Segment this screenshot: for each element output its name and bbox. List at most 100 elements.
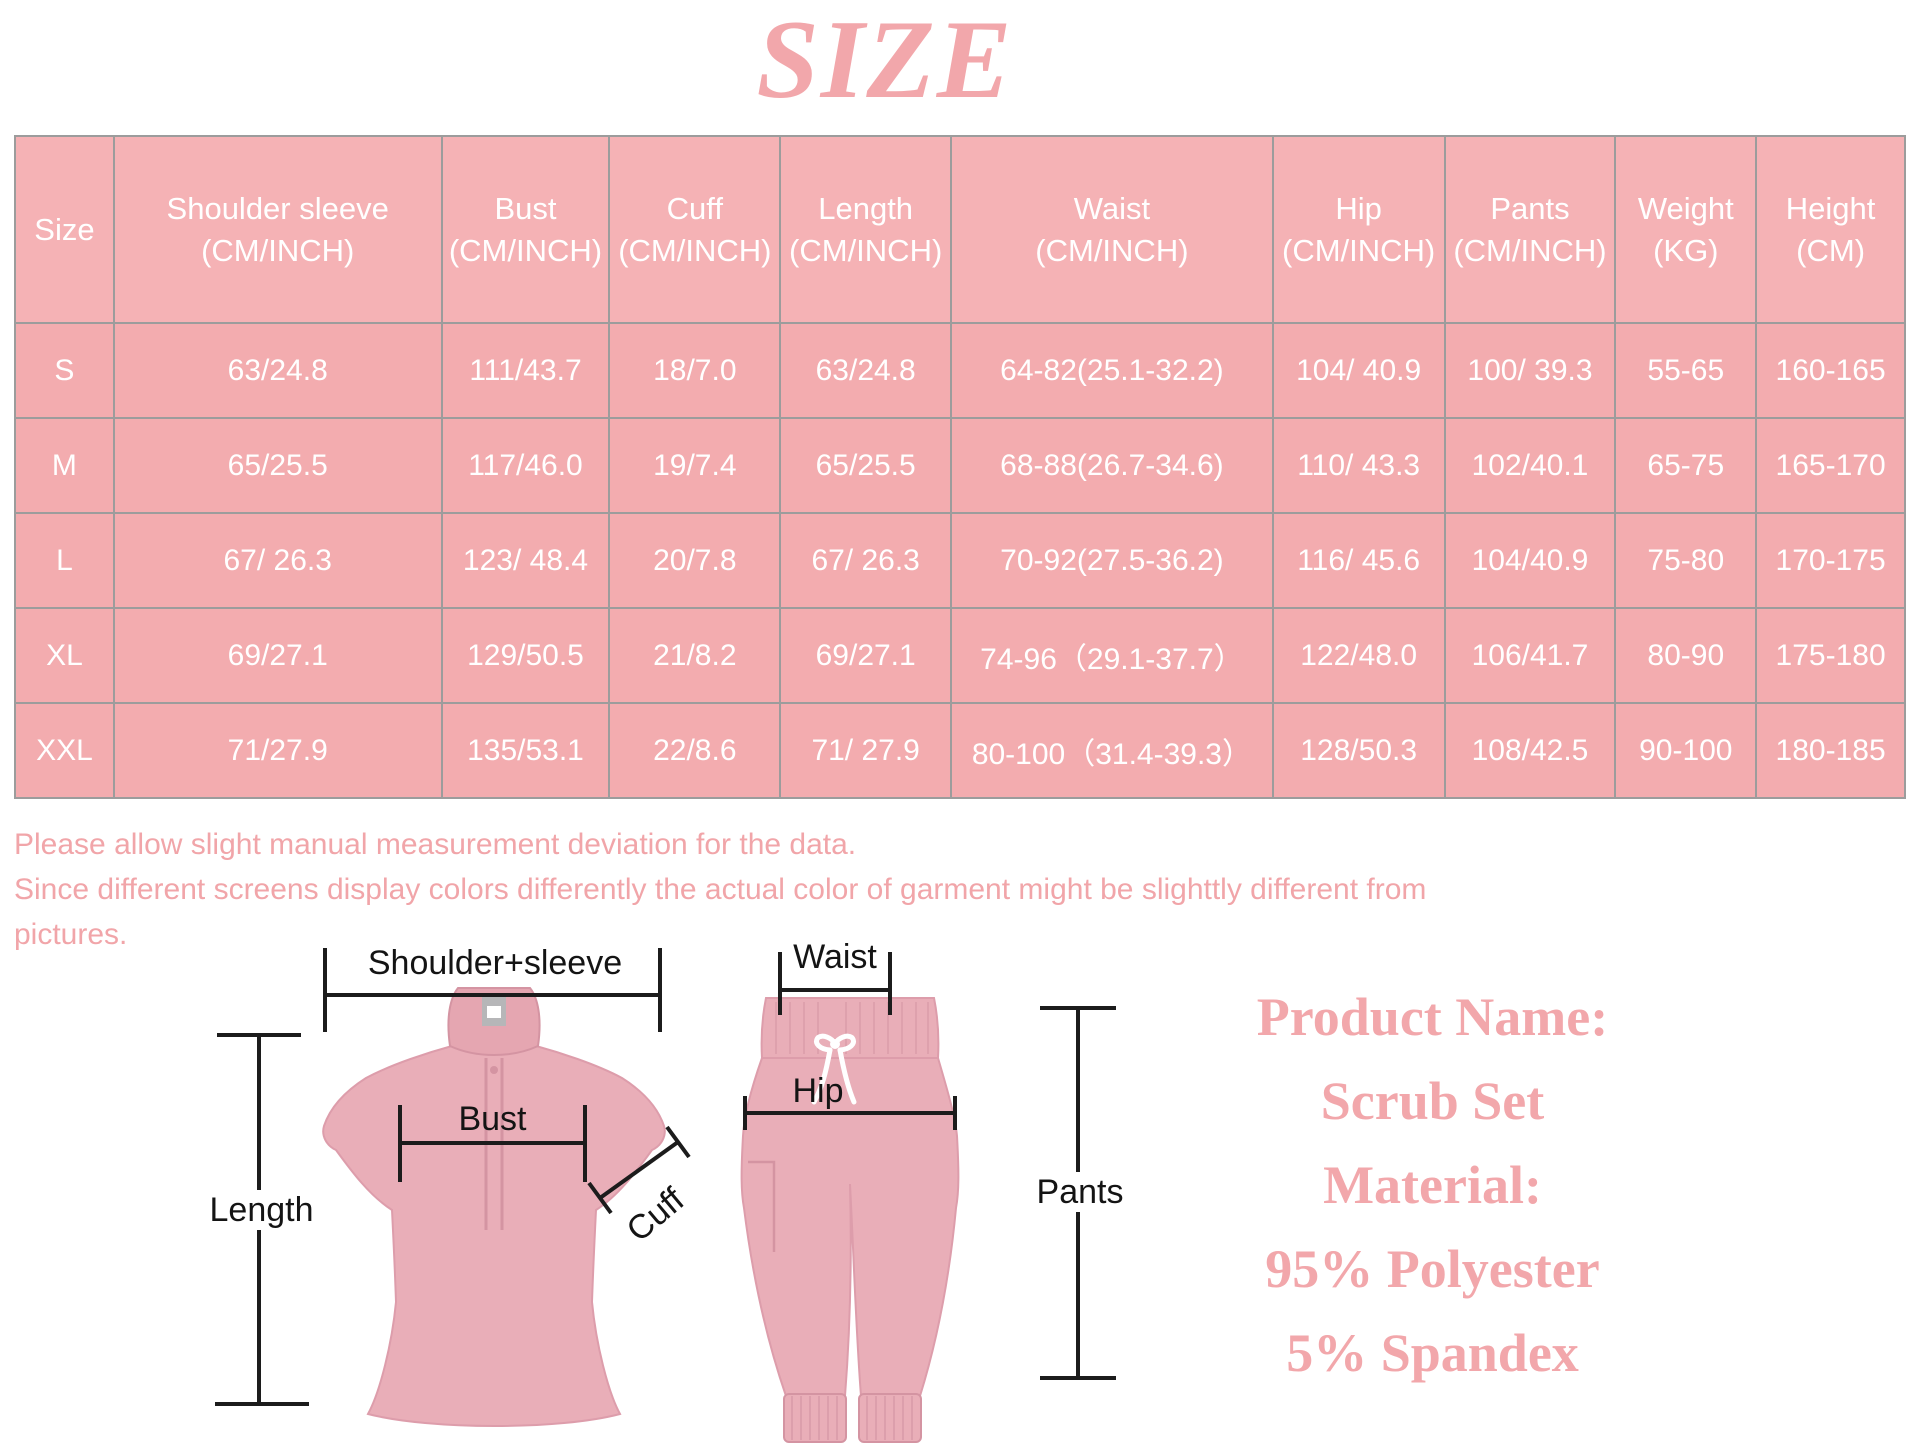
table-cell: 108/42.5	[1443, 702, 1617, 799]
table-cell: 104/40.9	[1443, 512, 1617, 609]
table-cell: 70-92(27.5-36.2)	[950, 512, 1274, 609]
column-sublabel: (CM/INCH)	[448, 232, 603, 268]
column-sublabel: (CM)	[1796, 232, 1866, 268]
table-cell: 22/8.6	[608, 702, 782, 799]
column-sublabel: (CM/INCH)	[789, 232, 943, 268]
scrub-pants-illustration	[740, 997, 960, 1443]
column-header-length: Length (CM/INCH)	[779, 135, 953, 324]
drawstring	[811, 1033, 857, 1105]
column-label: Waist	[1073, 190, 1151, 226]
disclaimer-notes: Please allow slight manual measurement d…	[14, 822, 1426, 957]
table-cell: 21/8.2	[608, 607, 782, 704]
product-info: Product Name: Scrub Set Material: 95% Po…	[1160, 975, 1705, 1395]
pants-label: Pants	[1028, 1172, 1132, 1212]
column-header-size: Size	[14, 135, 115, 324]
table-cell: 75-80	[1614, 512, 1758, 609]
measurement-lines	[215, 948, 1116, 1406]
table-cell: L	[14, 512, 115, 609]
table-cell: M	[14, 417, 115, 514]
table-cell: 63/24.8	[779, 322, 953, 419]
table-cell: 67/ 26.3	[112, 512, 443, 609]
column-label: Length	[818, 190, 914, 226]
table-cell: XXL	[14, 702, 115, 799]
table-cell: XL	[14, 607, 115, 704]
column-header-hip: Hip (CM/INCH)	[1271, 135, 1446, 324]
column-header-shoulder-sleeve: Shoulder sleeve (CM/INCH)	[112, 135, 443, 324]
table-cell: 122/48.0	[1271, 607, 1446, 704]
product-info-line: Material:	[1323, 1155, 1542, 1215]
table-cell: 68-88(26.7-34.6)	[950, 417, 1274, 514]
waist-label: Waist	[793, 938, 877, 976]
table-cell: 71/ 27.9	[779, 702, 953, 799]
column-sublabel: (CM/INCH)	[618, 232, 772, 268]
column-sublabel: (CM/INCH)	[1453, 232, 1607, 268]
table-cell: S	[14, 322, 115, 419]
column-label: Hip	[1335, 190, 1382, 226]
table-cell: 19/7.4	[608, 417, 782, 514]
column-sublabel: (KG)	[1653, 232, 1719, 268]
table-cell: 129/50.5	[440, 607, 611, 704]
table-cell: 104/ 40.9	[1271, 322, 1446, 419]
table-cell: 175-180	[1755, 607, 1906, 704]
note-line: Since different screens display colors d…	[14, 873, 1427, 906]
table-cell: 106/41.7	[1443, 607, 1617, 704]
table-row-m: M 65/25.5 117/46.0 19/7.4 65/25.5 68-88(…	[14, 417, 1906, 514]
measure-bust	[398, 1105, 587, 1182]
header-row: Size Shoulder sleeve (CM/INCH) Bust (CM/IN…	[14, 135, 1906, 324]
column-sublabel: (CM/INCH)	[1282, 232, 1436, 268]
length-label: Length	[202, 1190, 321, 1230]
table-row-xl: XL 69/27.1 129/50.5 21/8.2 69/27.1 74-96…	[14, 607, 1906, 704]
table-cell: 20/7.8	[608, 512, 782, 609]
table-cell: 64-82(25.1-32.2)	[950, 322, 1274, 419]
table-cell: 80-100（31.4-39.3）	[950, 702, 1274, 799]
column-header-pants: Pants (CM/INCH)	[1443, 135, 1617, 324]
table-cell: 90-100	[1614, 702, 1758, 799]
column-sublabel: (CM/INCH)	[201, 232, 355, 268]
column-sublabel: (CM/INCH)	[1035, 232, 1189, 268]
column-header-height: Height (CM)	[1755, 135, 1906, 324]
table-cell: 100/ 39.3	[1443, 322, 1617, 419]
table-cell: 128/50.3	[1271, 702, 1446, 799]
table-cell: 18/7.0	[608, 322, 782, 419]
column-header-weight: Weight (KG)	[1614, 135, 1758, 324]
measure-hip	[743, 1096, 957, 1130]
column-label: Size	[34, 211, 95, 247]
table-cell: 135/53.1	[440, 702, 611, 799]
column-header-cuff: Cuff (CM/INCH)	[608, 135, 782, 324]
table-cell: 69/27.1	[779, 607, 953, 704]
table-cell: 67/ 26.3	[779, 512, 953, 609]
column-label: Shoulder sleeve	[166, 190, 389, 226]
table-row-l: L 67/ 26.3 123/ 48.4 20/7.8 67/ 26.3 70-…	[14, 512, 1906, 609]
table-cell: 55-65	[1614, 322, 1758, 419]
column-label: Pants	[1490, 190, 1570, 226]
table-cell: 180-185	[1755, 702, 1906, 799]
table-row-s: S 63/24.8 111/43.7 18/7.0 63/24.8 64-82(…	[14, 322, 1906, 419]
column-label: Bust	[494, 190, 557, 226]
table-cell: 116/ 45.6	[1271, 512, 1446, 609]
table-cell: 165-170	[1755, 417, 1906, 514]
column-label: Weight	[1637, 190, 1734, 226]
product-info-line: 95% Polyester	[1265, 1239, 1600, 1299]
measure-cuff	[587, 1125, 691, 1215]
size-table: Size Shoulder sleeve (CM/INCH) Bust (CM/IN…	[14, 135, 1906, 799]
bust-label: Bust	[458, 1100, 527, 1138]
table-cell: 123/ 48.4	[440, 512, 611, 609]
table-row-xxl: XXL 71/27.9 135/53.1 22/8.6 71/ 27.9 80-…	[14, 702, 1906, 799]
table-cell: 69/27.1	[112, 607, 443, 704]
table-cell: 63/24.8	[112, 322, 443, 419]
product-info-line: Scrub Set	[1320, 1071, 1545, 1131]
table-cell: 111/43.7	[440, 322, 611, 419]
table-cell: 170-175	[1755, 512, 1906, 609]
column-header-bust: Bust (CM/INCH)	[440, 135, 611, 324]
column-label: Cuff	[666, 190, 723, 226]
shoulder-sleeve-label: Shoulder+sleeve	[367, 944, 623, 982]
measure-shoulder-sleeve	[323, 948, 662, 1032]
table-cell: 65-75	[1614, 417, 1758, 514]
product-info-line: Product Name:	[1256, 987, 1609, 1047]
table-cell: 160-165	[1755, 322, 1906, 419]
measure-waist	[778, 952, 892, 1015]
table-cell: 71/27.9	[112, 702, 443, 799]
table-cell: 102/40.1	[1443, 417, 1617, 514]
